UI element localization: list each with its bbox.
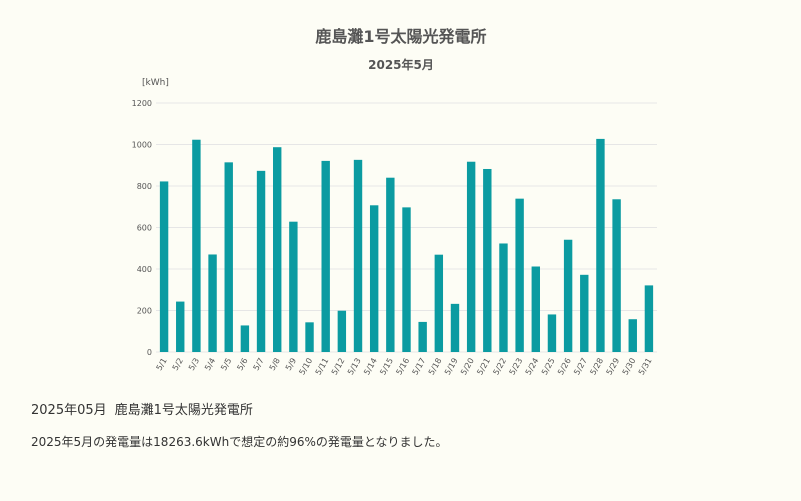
x-tick-label: 5/8: [268, 357, 282, 373]
generation-bar-chart: 鹿島灘1号太陽光発電所 2025年5月 [kWh] 0 200 400 600 800 1…: [132, 27, 657, 377]
caption-station: 鹿島灘1号太陽光発電所: [114, 403, 253, 418]
bar: [531, 266, 540, 352]
bar: [208, 254, 217, 352]
bar: [644, 285, 654, 352]
bar: [224, 162, 233, 352]
caption-summary: 2025年5月の発電量は18263.6kWhで想定の約96%の発電量となりました…: [31, 435, 448, 449]
x-tick-label: 5/20: [459, 357, 476, 377]
x-tick-label: 5/19: [443, 357, 460, 377]
bar: [369, 205, 379, 352]
bar: [159, 181, 169, 352]
x-tick-label: 5/30: [621, 357, 638, 377]
x-tick-label: 5/10: [297, 357, 314, 377]
bar: [386, 177, 395, 352]
x-tick-label: 5/23: [508, 357, 525, 377]
y-tick-label: 0: [147, 348, 152, 357]
y-tick-label: 1200: [132, 99, 152, 108]
bar: [305, 322, 314, 352]
y-tick-label: 1000: [132, 141, 152, 150]
bar: [563, 239, 573, 352]
x-tick-label: 5/24: [524, 357, 541, 377]
x-tick-label: 5/18: [427, 357, 444, 377]
x-tick-label: 5/9: [284, 357, 298, 373]
x-tick-label: 5/5: [219, 357, 233, 373]
bar: [273, 147, 282, 352]
x-tick-label: 5/4: [203, 357, 217, 373]
y-tick-label: 600: [137, 224, 152, 233]
x-tick-label: 5/3: [187, 357, 201, 373]
bar: [402, 207, 411, 352]
x-tick-label: 5/26: [556, 357, 573, 377]
y-unit-label: [kWh]: [142, 78, 169, 88]
x-tick-label: 5/1: [155, 357, 169, 373]
x-tick-label: 5/25: [540, 357, 557, 377]
x-tick-label: 5/29: [605, 357, 622, 377]
x-tick-label: 5/28: [588, 357, 605, 377]
bar: [515, 198, 524, 352]
chart-subtitle: 2025年5月: [368, 57, 434, 72]
bar: [434, 254, 444, 352]
x-tick-label: 5/12: [330, 357, 347, 377]
x-tick-label: 5/11: [314, 357, 331, 377]
bar: [289, 221, 298, 352]
caption-header: 2025年05月 鹿島灘1号太陽光発電所: [31, 399, 253, 418]
bar: [483, 168, 492, 352]
y-tick-label: 200: [137, 307, 152, 316]
bar: [580, 274, 589, 352]
x-tick-label: 5/6: [235, 357, 249, 373]
bar: [596, 138, 605, 352]
bar: [192, 139, 201, 352]
bar: [240, 325, 250, 352]
bar: [466, 161, 476, 352]
bar: [499, 243, 508, 352]
y-axis-ticks: 0 200 400 600 800 1000 1200: [132, 99, 152, 357]
bar: [256, 170, 266, 352]
y-tick-label: 400: [137, 265, 152, 274]
x-tick-label: 5/27: [572, 357, 589, 377]
x-tick-label: 5/7: [252, 357, 266, 373]
bar: [353, 159, 363, 352]
x-tick-label: 5/15: [378, 357, 395, 377]
caption-period: 2025年05月: [31, 403, 107, 418]
y-tick-label: 800: [137, 182, 152, 191]
bar: [321, 160, 330, 352]
bar: [418, 321, 427, 352]
x-tick-label: 5/17: [411, 357, 428, 377]
x-tick-label: 5/13: [346, 357, 363, 377]
x-tick-label: 5/14: [362, 357, 379, 377]
x-tick-label: 5/2: [171, 357, 185, 373]
x-tick-label: 5/21: [475, 357, 492, 377]
x-tick-label: 5/16: [394, 357, 411, 377]
bar: [612, 199, 621, 352]
bar: [547, 314, 557, 352]
chart-title: 鹿島灘1号太陽光発電所: [315, 27, 486, 46]
x-tick-label: 5/22: [491, 357, 508, 377]
bars: [159, 138, 654, 352]
bar: [450, 303, 460, 352]
bar: [628, 319, 637, 352]
x-axis-ticks: 5/1 5/2 5/3 5/4 5/5 5/6 5/7 5/8 5/9 5/10 5/11 5/12 5…: [155, 357, 654, 377]
x-tick-label: 5/31: [637, 357, 654, 377]
bar: [176, 301, 185, 352]
bar: [337, 310, 347, 352]
